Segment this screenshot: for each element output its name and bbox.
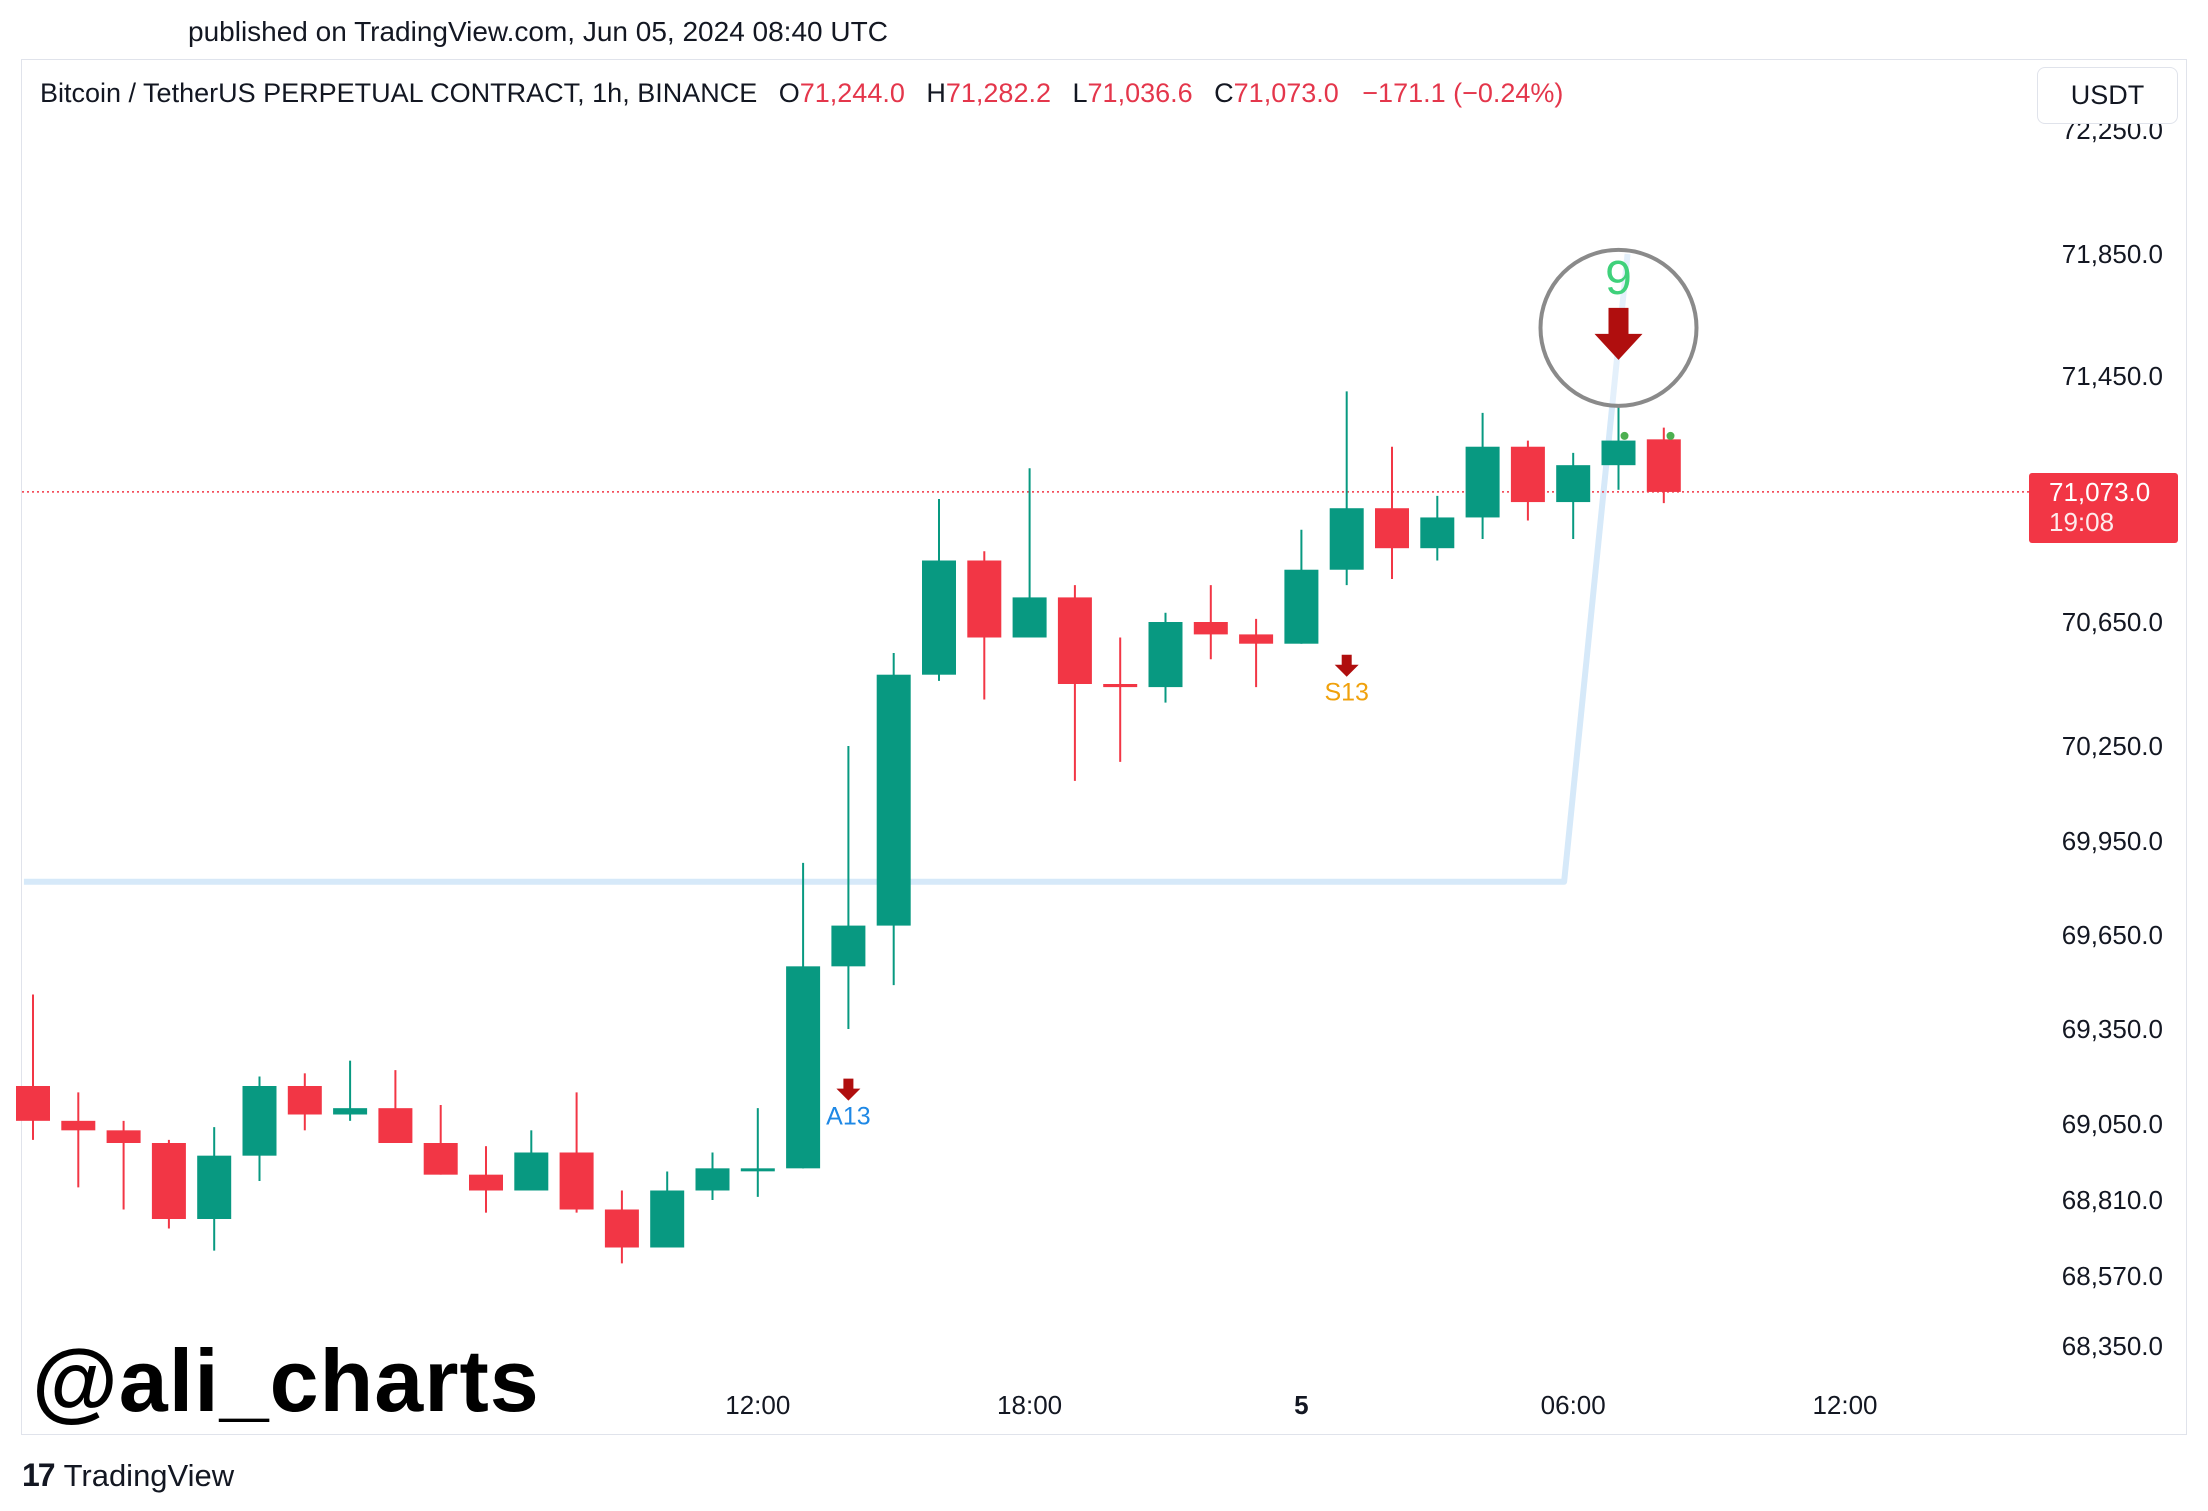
currency-button[interactable]: USDT: [2037, 67, 2178, 124]
candle-body: [1556, 465, 1591, 503]
candle-body: [1193, 622, 1228, 635]
signal-label: S13: [1324, 679, 1368, 707]
open-label: O: [778, 78, 800, 108]
candle-body: [197, 1155, 232, 1219]
y-tick-label: 70,250.0: [2062, 731, 2163, 761]
candle-body: [922, 560, 956, 675]
td-sequential-9-label: 9: [1605, 252, 1632, 305]
published-caption: published on TradingView.com, Jun 05, 20…: [188, 16, 888, 47]
candle-body: [876, 674, 911, 926]
candle-body: [786, 966, 821, 1169]
high-value: 71,282.2: [945, 78, 1051, 108]
y-tick-label: 68,810.0: [2062, 1185, 2163, 1215]
tradingview-logo-icon: 17: [22, 1457, 56, 1493]
candle-body: [1103, 684, 1138, 688]
candle-body: [650, 1190, 685, 1248]
candle-body: [1329, 508, 1364, 570]
last-price-value: 71,073.0: [2049, 477, 2151, 507]
candle-body: [287, 1086, 322, 1115]
x-tick-label: 12:00: [1812, 1390, 1877, 1420]
candle-body: [423, 1143, 458, 1175]
candle-body: [1646, 439, 1681, 492]
last-price-tag: 71,073.0 19:08: [2029, 473, 2178, 543]
signal-arrow-icon: [836, 1078, 861, 1101]
signal-dot: [1666, 431, 1675, 440]
candle-body: [604, 1209, 639, 1248]
candle-body: [1510, 446, 1545, 503]
low-label: L: [1072, 78, 1088, 108]
signal-dot: [1620, 431, 1629, 440]
candle-body: [106, 1130, 141, 1143]
candle-body: [1284, 569, 1319, 644]
candle-body: [469, 1174, 503, 1191]
signal-arrow-icon: [1334, 654, 1359, 677]
close-value: 71,073.0: [1233, 78, 1339, 108]
tradingview-logo[interactable]: 17 TradingView: [22, 1457, 234, 1494]
bar-countdown: 19:08: [2049, 507, 2115, 537]
candle-body: [559, 1152, 594, 1210]
candle-body: [740, 1168, 775, 1172]
signal-label: A13: [826, 1103, 870, 1131]
y-tick-label: 69,050.0: [2062, 1109, 2163, 1139]
trend-line: [23, 253, 1631, 885]
candle-body: [514, 1152, 549, 1191]
x-tick-label: 06:00: [1541, 1390, 1606, 1420]
close-label: C: [1214, 78, 1234, 108]
open-value: 71,244.0: [799, 78, 905, 108]
low-value: 71,036.6: [1087, 78, 1193, 108]
candle-body: [695, 1168, 730, 1191]
tradingview-logo-text: TradingView: [63, 1457, 235, 1493]
candle-body: [1601, 440, 1636, 466]
y-tick-label: 71,450.0: [2062, 361, 2163, 391]
y-tick-label: 69,950.0: [2062, 826, 2163, 856]
candle-body: [1012, 597, 1047, 638]
y-tick-label: 68,350.0: [2062, 1331, 2163, 1361]
candle-body: [1375, 508, 1409, 549]
candle-body: [333, 1108, 368, 1115]
x-tick-label: 5: [1294, 1390, 1308, 1420]
change-value: −171.1 (−0.24%): [1362, 78, 1564, 108]
author-watermark: @ali_charts: [32, 1331, 540, 1430]
y-tick-label: 70,650.0: [2062, 607, 2163, 637]
candle-body: [1057, 597, 1092, 684]
candle-body: [151, 1143, 186, 1219]
y-tick-label: 69,650.0: [2062, 920, 2163, 950]
candle-body: [242, 1086, 277, 1156]
sell-arrow-icon: [1594, 307, 1643, 360]
candle-body: [16, 1086, 50, 1121]
chart-frame: [21, 59, 2187, 1435]
candle-body: [1148, 622, 1183, 688]
candle-body: [1239, 634, 1274, 644]
candle-body: [61, 1120, 96, 1131]
candle-body: [967, 560, 1002, 638]
candle-body: [378, 1108, 413, 1143]
candle-body: [1420, 517, 1455, 549]
high-label: H: [926, 78, 946, 108]
candle-body: [1465, 446, 1500, 518]
x-tick-label: 12:00: [725, 1390, 790, 1420]
symbol-name: Bitcoin / TetherUS PERPETUAL CONTRACT, 1…: [40, 78, 758, 108]
x-tick-label: 18:00: [997, 1390, 1062, 1420]
y-tick-label: 69,350.0: [2062, 1014, 2163, 1044]
candle-body: [831, 925, 866, 967]
y-tick-label: 71,850.0: [2062, 239, 2163, 269]
symbol-legend: Bitcoin / TetherUS PERPETUAL CONTRACT, 1…: [40, 78, 1563, 109]
y-tick-label: 68,570.0: [2062, 1261, 2163, 1291]
